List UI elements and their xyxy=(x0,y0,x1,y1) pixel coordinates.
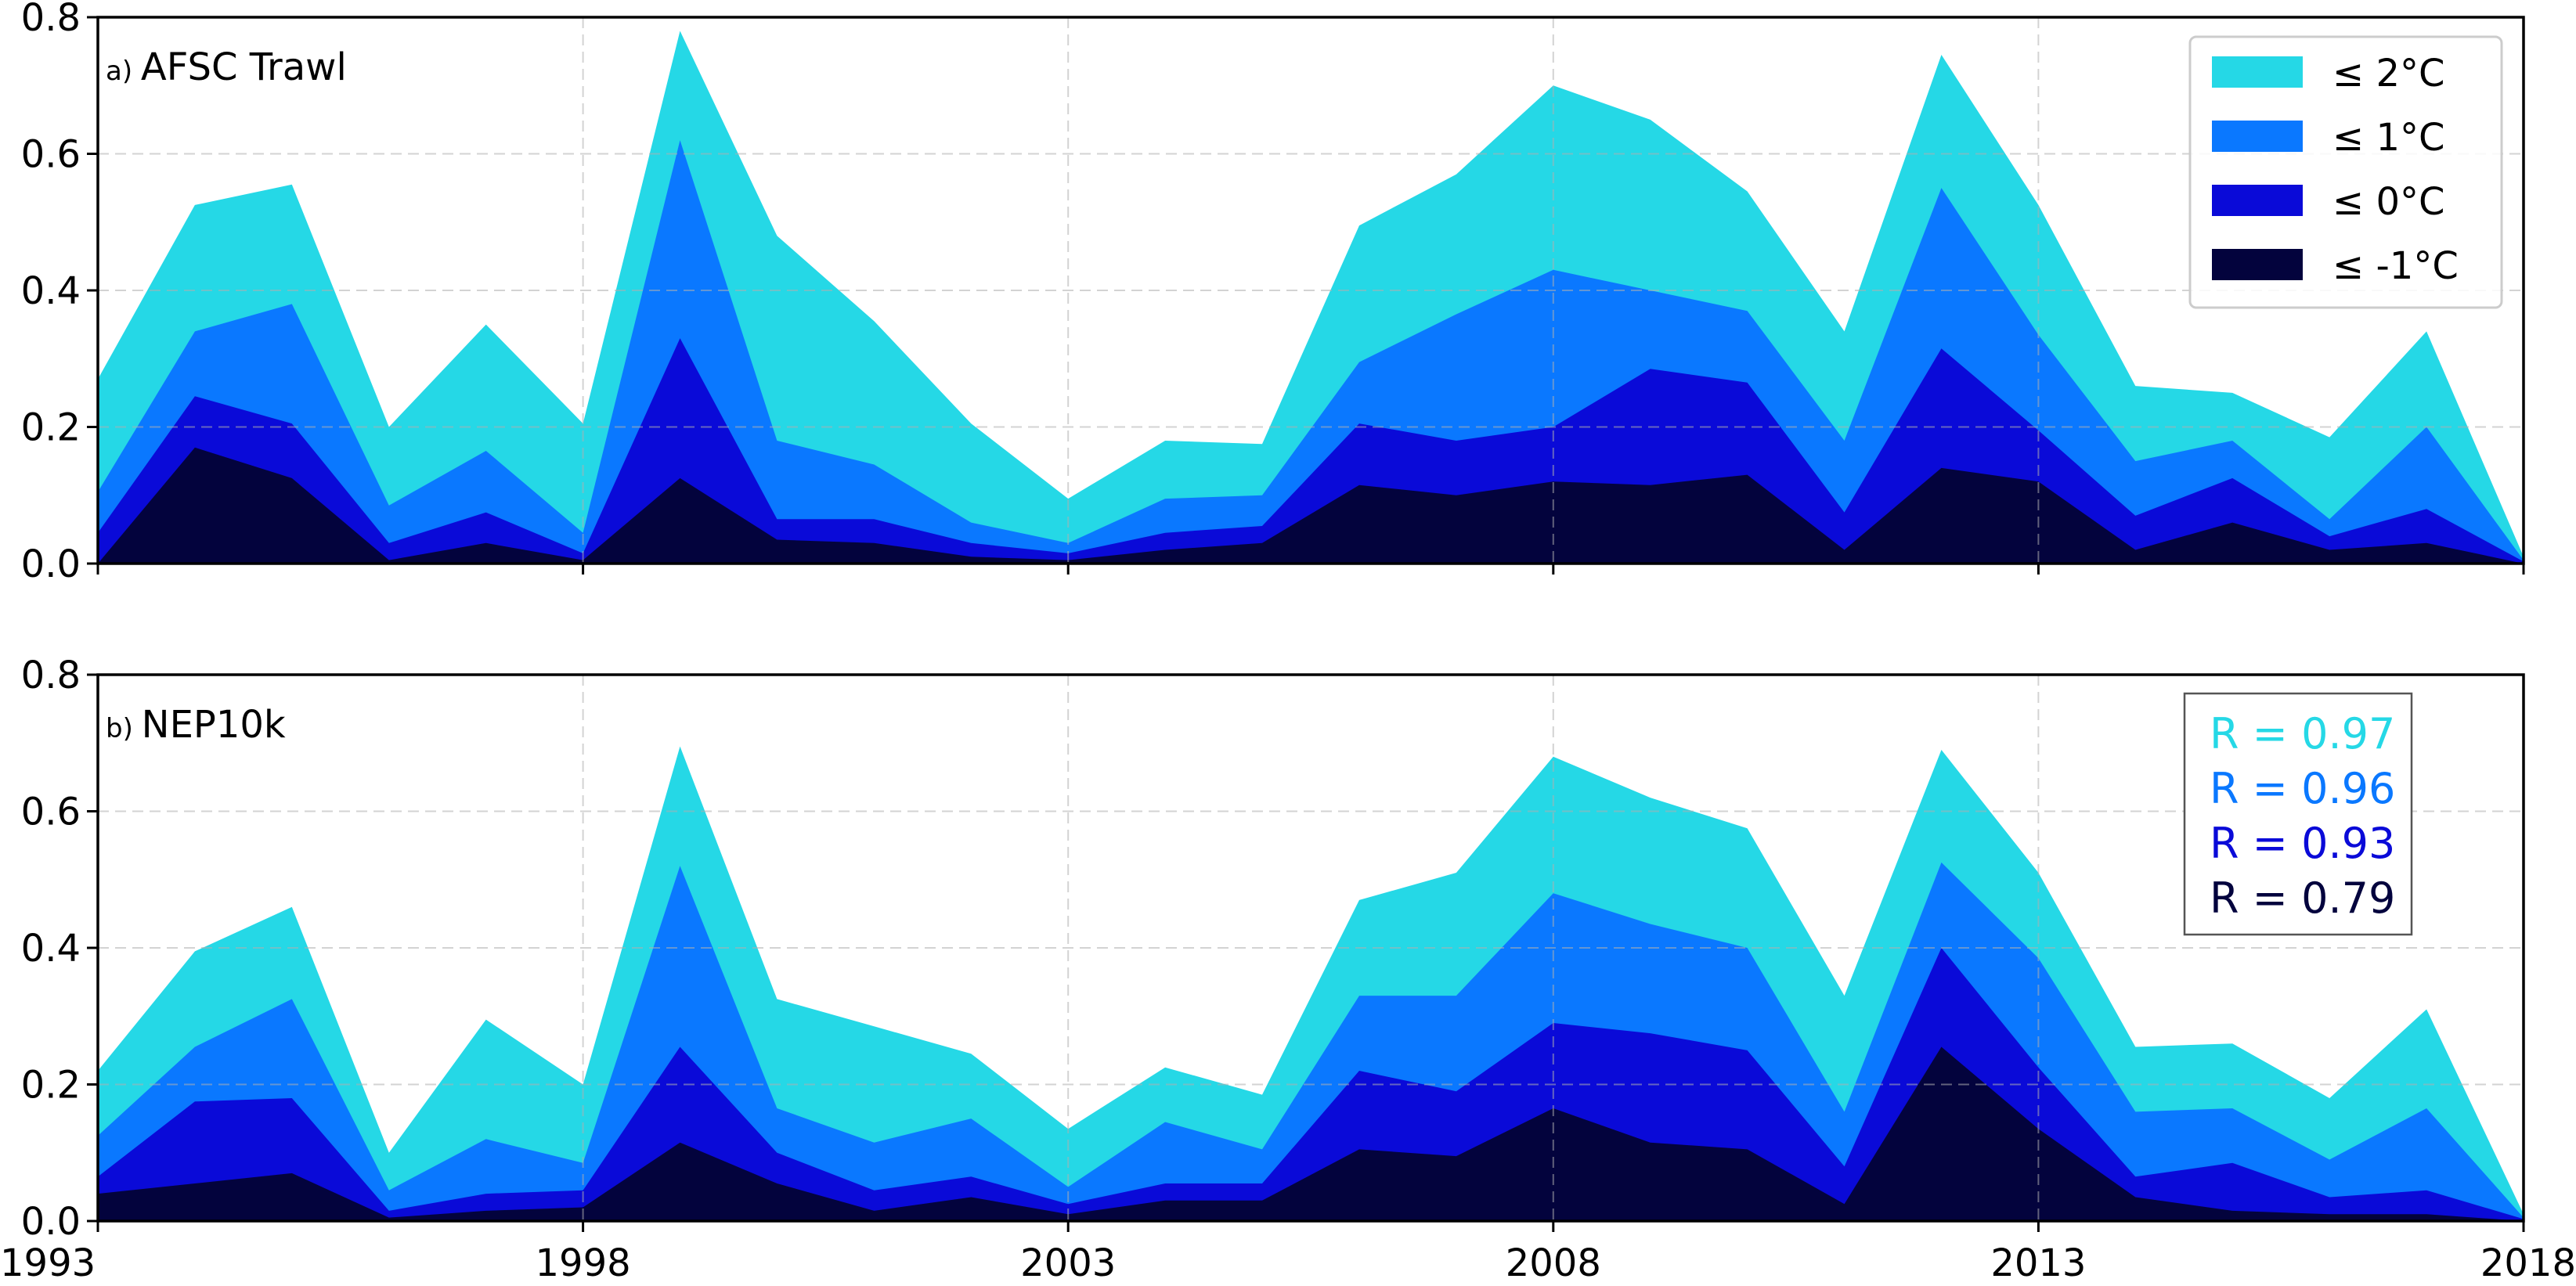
x-tick-label: 1998 xyxy=(536,1241,631,1285)
panel-afsc-trawl: 0.0 0.2 0.4 0.6 0.8 a) AFSC Trawl ≤ 2°C ≤ 1°C ≤ … xyxy=(21,0,2525,586)
x-tick-label: 2003 xyxy=(1020,1241,1116,1285)
y-tick-label: 0.6 xyxy=(21,133,81,177)
legend-label: ≤ 0°C xyxy=(2332,180,2445,224)
x-tick-label: 2018 xyxy=(2480,1241,2576,1285)
legend-label: ≤ 2°C xyxy=(2332,52,2445,95)
panel-nep10k: 0.0 0.2 0.4 0.6 0.8 1993 1998 2003 2008 2013 2018 b… xyxy=(0,654,2576,1285)
legend-label: ≤ -1°C xyxy=(2332,244,2459,288)
y-tick-label: 0.2 xyxy=(21,1064,81,1108)
correlation-label: R = 0.97 xyxy=(2210,709,2395,758)
legend-box xyxy=(2188,35,2503,309)
y-tick-label: 0.8 xyxy=(21,654,81,697)
area-series-3 xyxy=(98,447,2524,564)
y-tick-label: 0.0 xyxy=(21,542,81,586)
correlation-box xyxy=(2183,692,2413,936)
correlation-label: R = 0.96 xyxy=(2210,764,2395,813)
legend-swatch xyxy=(2212,249,2303,280)
legend-swatch xyxy=(2212,185,2303,216)
correlation-label: R = 0.93 xyxy=(2210,819,2395,868)
y-tick-label: 0.0 xyxy=(21,1200,81,1244)
panel-name: AFSC Trawl xyxy=(141,45,347,89)
panel-title: b) NEP10k xyxy=(106,703,286,747)
legend-swatch xyxy=(2212,121,2303,152)
legend-swatch xyxy=(2212,56,2303,88)
x-tick-label: 2013 xyxy=(1990,1241,2086,1285)
area-series-3 xyxy=(98,1046,2524,1221)
y-tick-label: 0.4 xyxy=(21,927,81,971)
panel-title: a) AFSC Trawl xyxy=(106,45,347,89)
y-tick-label: 0.6 xyxy=(21,791,81,834)
correlation-label: R = 0.79 xyxy=(2210,874,2395,923)
panel-letter: b) xyxy=(106,713,142,744)
x-tick-label: 1993 xyxy=(0,1241,96,1285)
panel-name: NEP10k xyxy=(142,703,286,747)
x-tick-label: 2008 xyxy=(1506,1241,1601,1285)
y-tick-label: 0.8 xyxy=(21,0,81,40)
y-tick-label: 0.4 xyxy=(21,269,81,313)
legend-label: ≤ 1°C xyxy=(2332,116,2445,160)
panel-letter: a) xyxy=(106,56,141,87)
y-tick-label: 0.2 xyxy=(21,406,81,450)
